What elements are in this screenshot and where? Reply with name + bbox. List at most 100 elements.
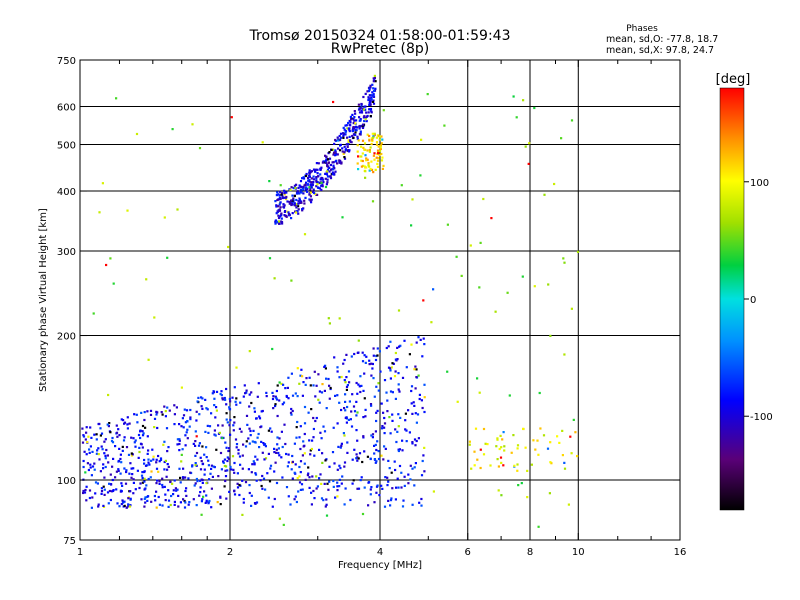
echo-point (322, 425, 325, 428)
echo-point (259, 479, 262, 482)
echo-point (352, 126, 355, 129)
echo-point (163, 468, 166, 471)
x-tick-label: 4 (377, 547, 383, 558)
echo-point (267, 452, 270, 455)
echo-point (125, 470, 128, 474)
echo-point (361, 460, 364, 464)
echo-point (141, 476, 144, 480)
echo-point (497, 465, 500, 468)
echo-point (460, 274, 463, 277)
echo-point (167, 499, 171, 502)
echo-point (405, 366, 408, 369)
echo-point (324, 172, 327, 175)
echo-point (357, 383, 360, 386)
echo-point (560, 137, 563, 140)
echo-point (360, 102, 363, 106)
echo-point (146, 464, 149, 467)
echo-point (308, 172, 311, 175)
echo-point (338, 464, 341, 467)
echo-point (160, 411, 163, 414)
echo-point (410, 389, 413, 393)
echo-point (179, 481, 182, 484)
echo-point (308, 180, 311, 183)
echo-point (357, 457, 360, 460)
echo-point (180, 460, 183, 463)
echo-point (283, 193, 286, 196)
echo-point (365, 157, 368, 160)
echo-point (191, 123, 194, 126)
echo-point (158, 482, 161, 485)
echo-point (264, 488, 267, 491)
echo-point (277, 205, 280, 208)
echo-point (563, 467, 567, 470)
echo-point (183, 506, 187, 509)
echo-point (143, 505, 146, 508)
echo-point (342, 432, 345, 435)
echo-point (343, 503, 346, 506)
echo-point (184, 501, 187, 504)
echo-point (312, 181, 315, 184)
echo-point (275, 448, 278, 451)
echo-point (362, 95, 365, 99)
echo-point (372, 102, 376, 105)
echo-point (216, 501, 219, 504)
echo-point (104, 457, 107, 460)
echo-point (189, 471, 192, 474)
echo-point (301, 177, 304, 180)
echo-point (397, 486, 400, 489)
echo-point (129, 490, 132, 493)
echo-point (332, 426, 335, 429)
echo-point (371, 362, 374, 366)
echo-point (146, 452, 149, 455)
echo-point (321, 161, 324, 164)
echo-point (305, 186, 308, 189)
echo-point (394, 428, 397, 431)
echo-point (101, 448, 104, 451)
echo-point (341, 475, 344, 478)
echo-point (324, 459, 327, 462)
echo-point (360, 159, 363, 162)
echo-point (252, 429, 255, 432)
echo-point (372, 347, 375, 350)
echo-point (336, 394, 339, 397)
echo-point (163, 460, 166, 464)
echo-point (364, 361, 367, 364)
echo-point (308, 169, 311, 172)
echo-point (347, 370, 351, 373)
echo-point (147, 358, 150, 361)
echo-point (364, 108, 367, 111)
echo-point (358, 127, 361, 130)
echo-point (141, 446, 144, 449)
echo-point (324, 505, 327, 508)
echo-point (313, 191, 316, 195)
echo-point (242, 501, 245, 504)
echo-point (426, 93, 429, 96)
echo-point (198, 442, 201, 445)
echo-point (500, 446, 503, 449)
echo-point (375, 385, 378, 388)
echo-point (336, 485, 339, 488)
echo-point (359, 479, 362, 482)
echo-point (411, 198, 414, 201)
echo-point (143, 411, 146, 414)
echo-point (331, 148, 335, 151)
echo-point (320, 437, 323, 440)
echo-point (149, 476, 152, 479)
echo-point (109, 473, 112, 476)
echo-point (278, 190, 282, 193)
echo-point (377, 382, 380, 385)
echo-point (317, 175, 320, 178)
echo-point (132, 481, 135, 484)
echo-point (164, 410, 167, 413)
echo-point (405, 429, 408, 432)
colorbar (719, 87, 745, 511)
grid-lines (80, 60, 680, 540)
echo-point (478, 391, 481, 394)
echo-point (130, 436, 133, 439)
echo-point (275, 194, 278, 197)
echo-point (323, 389, 326, 392)
echo-point (432, 288, 435, 291)
echo-point (443, 124, 446, 127)
echo-point (119, 453, 122, 456)
echo-point (193, 484, 196, 487)
